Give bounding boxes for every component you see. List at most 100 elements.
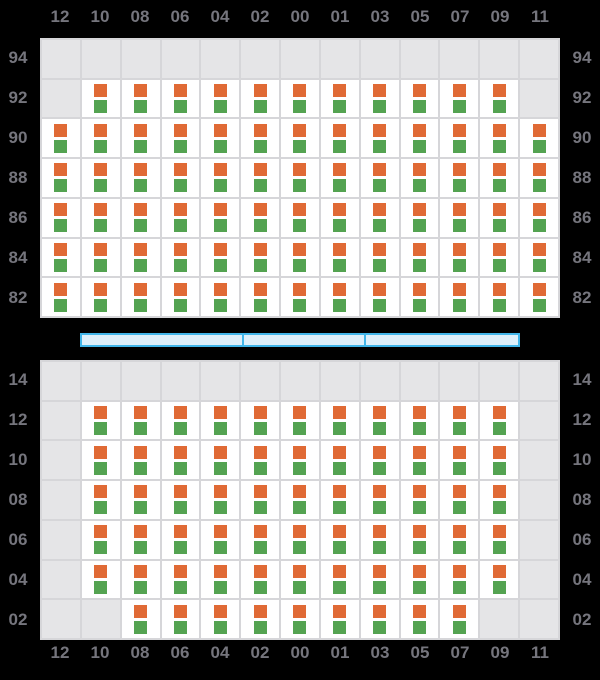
seat-cell[interactable] [360,481,399,519]
seat-cell[interactable] [320,481,359,519]
seat-cell[interactable] [400,198,439,237]
seat-cell[interactable] [281,198,319,237]
seat-cell[interactable] [320,278,359,316]
seat-cell[interactable] [241,600,280,638]
seat-cell[interactable] [360,520,399,559]
seat-cell[interactable] [440,119,479,158]
seat-cell[interactable] [201,278,240,316]
seat-cell[interactable] [400,79,439,118]
seat-cell[interactable] [360,441,399,480]
seat-cell[interactable] [121,481,160,519]
seat-cell[interactable] [201,79,240,118]
seat-cell[interactable] [400,600,439,638]
seat-cell[interactable] [520,278,558,316]
seat-cell[interactable] [241,198,280,237]
seat-cell[interactable] [201,560,240,599]
seat-cell[interactable] [480,198,519,237]
seat-cell[interactable] [42,198,80,237]
seat-cell[interactable] [161,238,200,277]
seat-cell[interactable] [161,441,200,480]
seat-cell[interactable] [121,560,160,599]
seat-cell[interactable] [241,79,280,118]
seat-cell[interactable] [81,520,120,559]
seat-cell[interactable] [42,278,80,316]
seat-cell[interactable] [201,401,240,440]
seat-cell[interactable] [81,441,120,480]
seat-cell[interactable] [121,159,160,197]
seat-cell[interactable] [440,520,479,559]
seat-cell[interactable] [201,481,240,519]
seat-cell[interactable] [400,520,439,559]
seat-cell[interactable] [440,198,479,237]
seat-cell[interactable] [440,441,479,480]
seat-cell[interactable] [320,560,359,599]
seat-cell[interactable] [480,159,519,197]
seat-cell[interactable] [400,159,439,197]
seat-cell[interactable] [360,600,399,638]
seat-cell[interactable] [161,401,200,440]
seat-cell[interactable] [360,79,399,118]
seat-cell[interactable] [360,278,399,316]
seat-cell[interactable] [520,119,558,158]
seat-cell[interactable] [241,159,280,197]
seat-cell[interactable] [42,159,80,197]
seat-cell[interactable] [480,441,519,480]
seat-cell[interactable] [440,278,479,316]
seat-cell[interactable] [440,159,479,197]
seat-cell[interactable] [400,560,439,599]
seat-cell[interactable] [320,198,359,237]
seat-cell[interactable] [440,481,479,519]
seat-cell[interactable] [201,238,240,277]
seat-cell[interactable] [320,159,359,197]
seat-cell[interactable] [161,79,200,118]
seat-cell[interactable] [201,600,240,638]
seat-cell[interactable] [121,441,160,480]
seat-cell[interactable] [121,278,160,316]
seat-cell[interactable] [121,119,160,158]
seat-cell[interactable] [42,119,80,158]
seat-cell[interactable] [281,481,319,519]
seat-cell[interactable] [81,159,120,197]
seat-cell[interactable] [201,441,240,480]
seat-cell[interactable] [121,520,160,559]
seat-cell[interactable] [241,520,280,559]
seat-cell[interactable] [520,159,558,197]
seat-cell[interactable] [241,441,280,480]
seat-cell[interactable] [241,560,280,599]
seat-cell[interactable] [281,520,319,559]
seat-cell[interactable] [281,278,319,316]
seat-cell[interactable] [440,600,479,638]
seat-cell[interactable] [440,79,479,118]
seat-cell[interactable] [320,441,359,480]
seat-cell[interactable] [161,520,200,559]
seat-cell[interactable] [161,119,200,158]
seat-cell[interactable] [81,560,120,599]
seat-cell[interactable] [281,119,319,158]
seat-cell[interactable] [520,238,558,277]
seat-cell[interactable] [480,560,519,599]
seat-cell[interactable] [360,159,399,197]
seat-cell[interactable] [161,481,200,519]
seat-cell[interactable] [480,481,519,519]
seat-cell[interactable] [121,198,160,237]
seat-cell[interactable] [201,198,240,237]
seat-cell[interactable] [360,198,399,237]
seat-cell[interactable] [320,401,359,440]
seat-cell[interactable] [81,198,120,237]
seat-cell[interactable] [81,278,120,316]
seat-cell[interactable] [440,401,479,440]
seat-cell[interactable] [360,238,399,277]
seat-cell[interactable] [42,238,80,277]
seat-cell[interactable] [81,79,120,118]
seat-cell[interactable] [241,481,280,519]
seat-cell[interactable] [121,238,160,277]
seat-cell[interactable] [201,119,240,158]
seat-cell[interactable] [360,401,399,440]
seat-cell[interactable] [480,238,519,277]
seat-cell[interactable] [320,600,359,638]
seat-cell[interactable] [440,560,479,599]
seat-cell[interactable] [241,238,280,277]
seat-cell[interactable] [121,401,160,440]
seat-cell[interactable] [121,79,160,118]
seat-cell[interactable] [360,560,399,599]
